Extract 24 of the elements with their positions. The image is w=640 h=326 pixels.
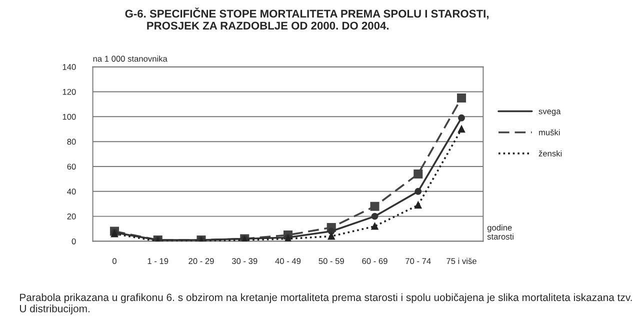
y-tick-label: 20 [67,214,76,220]
x-tick-label: 30 - 39 [232,258,258,264]
x-tick-label: 75 i više [446,258,476,264]
y-tick-label: 0 [72,238,76,244]
x-axis-title: godine starosti [487,224,514,240]
x-tick-label: 70 - 74 [406,258,431,264]
x-tick-label: 20 - 29 [188,258,214,264]
text: Parabola prikazana u grafikonu 6. s obzirom na kretanje mortaliteta prema starosti i spolu uobičajena je slika mortaliteta iskazana tzv. U distribucijom. [20,293,632,314]
x-tick-label: 60 - 69 [362,258,388,264]
x-tick-label: 1 - 19 [148,258,168,264]
y-axis-title: na 1 000 stanovnika [93,56,168,62]
y-tick-label: 120 [62,88,76,95]
y-tick-label: 140 [62,64,76,70]
y-tick-label: 100 [62,114,76,120]
x-tick-label: 50 - 59 [318,258,344,264]
x-tick-label: 40 - 49 [275,258,301,264]
legend-label: svega [538,110,561,116]
legend-label: ženski [538,150,562,156]
legend-label: muški [539,129,560,136]
y-tick-label: 40 [67,188,76,195]
x-tick-label: 0 [112,258,116,264]
y-tick-label: 60 [67,164,76,170]
chart-title: G-6. SPECIFIČNE STOPE MORTALITETA PREMA SPOLU I STAROSTI, PROSJEK ZA RAZDOBLJE OD 2000. DO 2004. [125,8,488,30]
y-tick-label: 80 [67,138,76,145]
